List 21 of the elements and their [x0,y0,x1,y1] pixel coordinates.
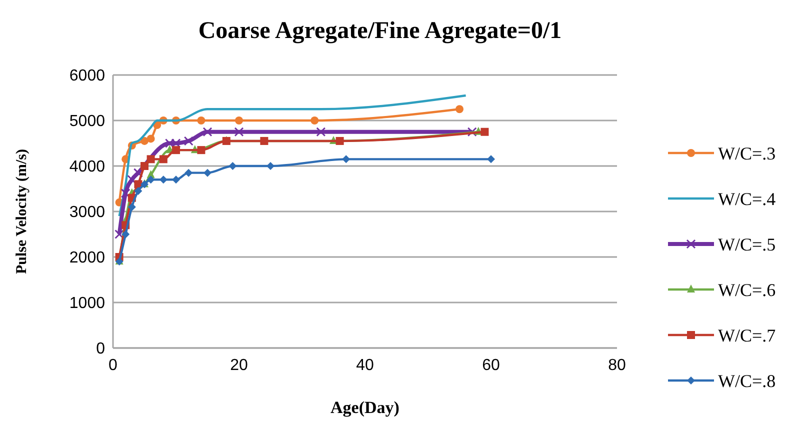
x-tick-label: 0 [108,357,118,374]
x-axis-title: Age(Day) [330,398,400,417]
y-tick-label: 5000 [69,113,106,130]
legend-label: W/C=.7 [718,325,776,346]
chart-title: Coarse Agregate/Fine Agregate=0/1 [198,18,562,44]
x-tick-label: 60 [482,357,500,374]
legend-label: W/C=.8 [718,370,776,391]
legend-label: W/C=.4 [718,188,776,209]
x-tick-label: 20 [230,357,248,374]
y-tick-label: 4000 [69,158,106,176]
y-tick-label: 2000 [69,250,106,267]
x-tick-label: 40 [356,357,374,374]
legend-label: W/C=.5 [718,234,776,254]
y-tick-label: 3000 [69,204,106,222]
y-tick-label: 1000 [69,295,106,312]
y-tick-label: 0 [96,340,106,358]
y-tick-label: 6000 [69,68,106,85]
legend-label: W/C=.3 [718,143,776,164]
x-tick-label: 80 [608,357,626,374]
legend-label: W/C=.6 [718,280,776,300]
y-axis-title: Pulse Velocity (m/s) [14,149,30,274]
